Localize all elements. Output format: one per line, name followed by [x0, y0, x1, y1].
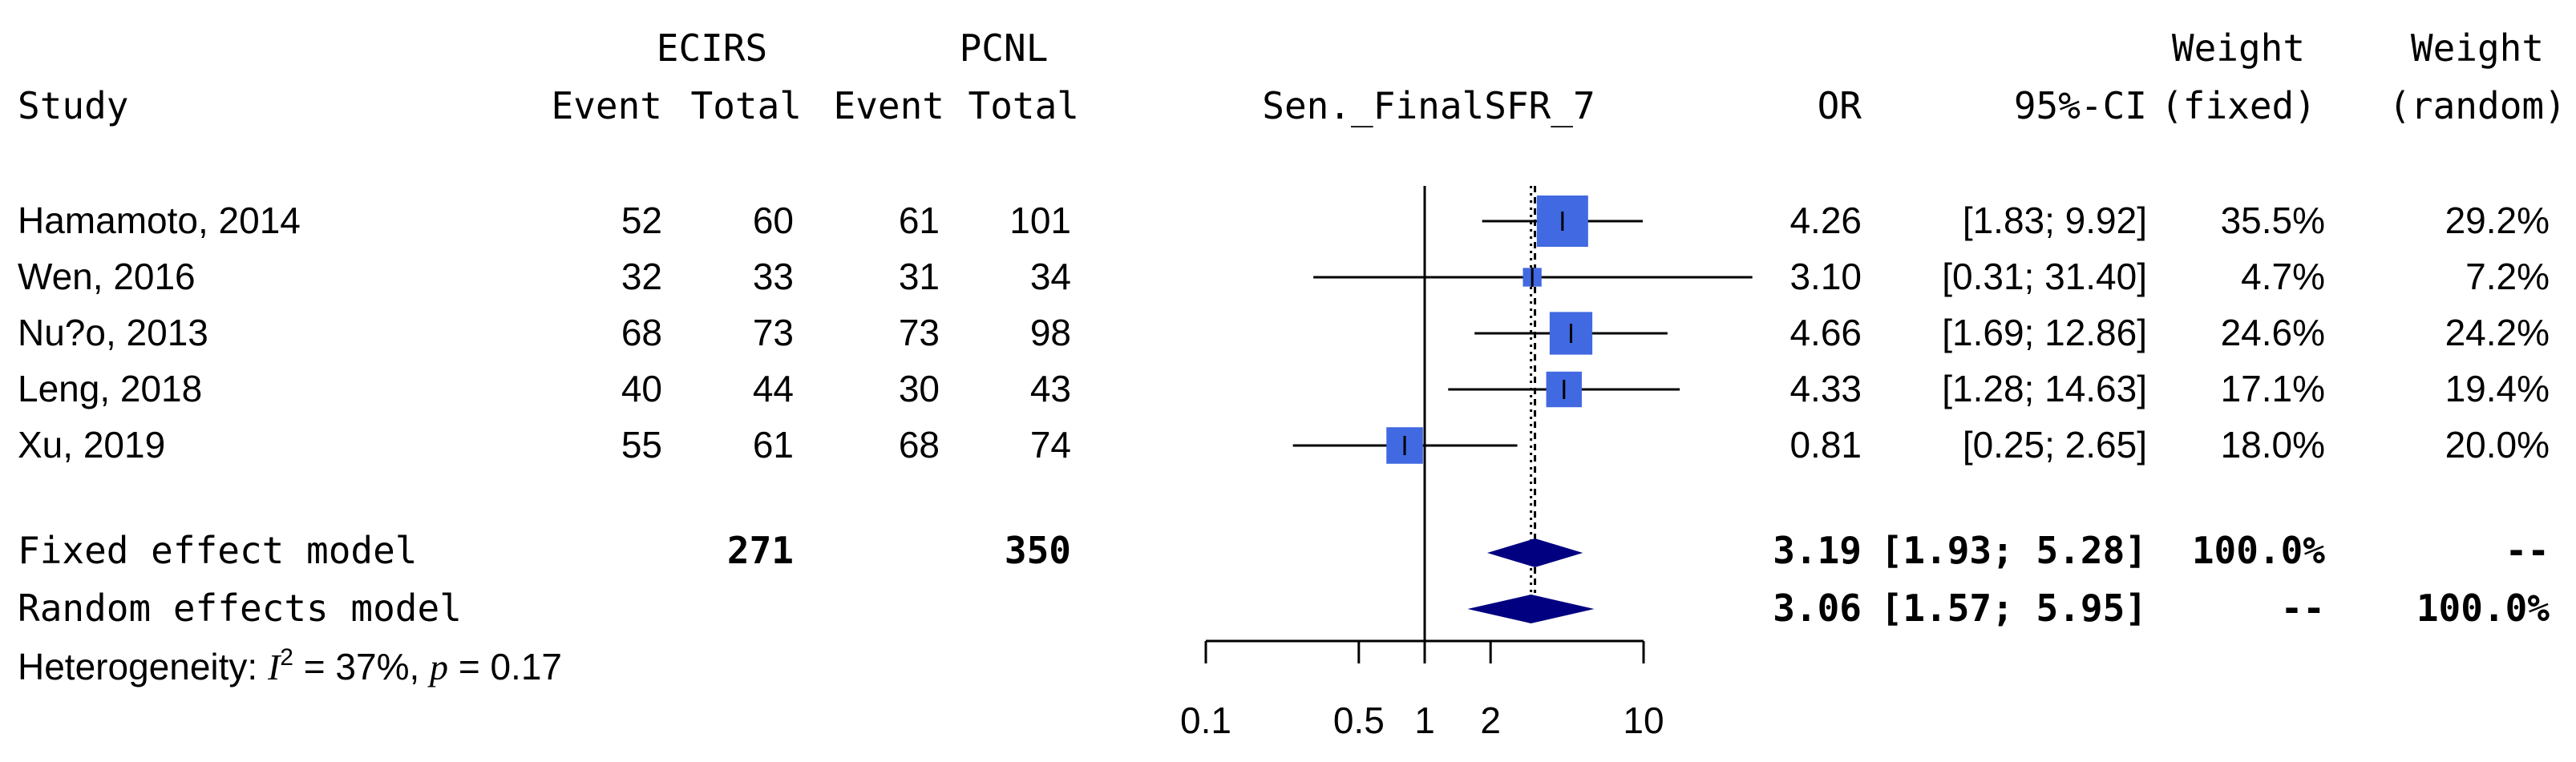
group2-header: PCNL: [960, 26, 1049, 70]
event2-header: Event: [834, 84, 944, 127]
plot-marks: 0.1 0.5 1 2 10: [1180, 186, 1753, 741]
fixed-effect-diamond: [1486, 538, 1583, 567]
study-row: Nu?o, 2013 68 73 73 98 4.66 [1.69; 12.86…: [18, 312, 2550, 353]
study-header: Study: [18, 84, 128, 127]
study-ci: [1.83; 9.92]: [1963, 200, 2147, 241]
study-event1: 32: [621, 256, 662, 297]
study-event2: 68: [899, 424, 940, 466]
x-tick-label: 1: [1414, 700, 1435, 741]
study-row: Hamamoto, 2014 52 60 61 101 4.26 [1.83; …: [18, 200, 2550, 241]
study-total1: 61: [753, 424, 794, 466]
study-event2: 61: [899, 200, 940, 241]
study-weight-fixed: 4.7%: [2241, 256, 2325, 297]
summary-ci: [1.57; 5.95]: [1881, 587, 2147, 630]
study-total2: 43: [1030, 368, 1071, 409]
study-total1: 44: [753, 368, 794, 409]
study-weight-random: 19.4%: [2445, 368, 2550, 409]
study-event2: 30: [899, 368, 940, 409]
study-event2: 31: [899, 256, 940, 297]
heterogeneity-suffix: = 0.17: [448, 646, 562, 687]
study-total1: 60: [753, 200, 794, 241]
study-name: Nu?o, 2013: [18, 312, 208, 353]
random-effect-diamond: [1467, 595, 1595, 623]
study-event1: 52: [621, 200, 662, 241]
heterogeneity-sup: 2: [280, 644, 293, 671]
study-event2: 73: [899, 312, 940, 353]
study-total2: 74: [1030, 424, 1071, 466]
summary-row-fixed: Fixed effect model 271 350 3.19 [1.93; 5…: [18, 529, 2550, 572]
total1-header: Total: [691, 84, 802, 127]
study-row: Leng, 2018 40 44 30 43 4.33 [1.28; 14.63…: [18, 368, 2550, 409]
study-total1: 73: [753, 312, 794, 353]
study-row: Wen, 2016 32 33 31 34 3.10 [0.31; 31.40]…: [18, 256, 2550, 297]
summary-total1: 271: [727, 529, 794, 572]
study-ci: [0.25; 2.65]: [1963, 424, 2147, 466]
ci-header: 95%-CI: [2014, 84, 2147, 127]
study-ci: [1.69; 12.86]: [1942, 312, 2147, 353]
study-event1: 68: [621, 312, 662, 353]
study-or: 4.33: [1789, 368, 1862, 409]
summary-or: 3.06: [1773, 587, 1862, 630]
heterogeneity-i: I: [267, 647, 282, 687]
study-or: 3.10: [1789, 256, 1862, 297]
summary-weight-random: 100.0%: [2416, 587, 2550, 630]
weight-fixed-header-2: (fixed): [2161, 84, 2316, 127]
study-ci: [1.28; 14.63]: [1942, 368, 2147, 409]
heterogeneity-prefix: Heterogeneity:: [18, 646, 268, 687]
study-event1: 40: [621, 368, 662, 409]
summary-or: 3.19: [1773, 529, 1862, 572]
study-row: Xu, 2019 55 61 68 74 0.81 [0.25; 2.65] 1…: [18, 424, 2550, 466]
study-name: Wen, 2016: [18, 256, 196, 297]
study-event1: 55: [621, 424, 662, 466]
weight-random-header-1: Weight: [2411, 26, 2544, 70]
study-total2: 34: [1030, 256, 1071, 297]
study-weight-fixed: 35.5%: [2221, 200, 2325, 241]
study-weight-random: 24.2%: [2445, 312, 2550, 353]
study-name: Xu, 2019: [18, 424, 165, 466]
summary-total2: 350: [1005, 529, 1071, 572]
study-total1: 33: [753, 256, 794, 297]
x-tick-label: 10: [1623, 700, 1664, 741]
study-weight-fixed: 17.1%: [2221, 368, 2325, 409]
total2-header: Total: [969, 84, 1079, 127]
study-weight-random: 20.0%: [2445, 424, 2550, 466]
summary-weight-random: --: [2505, 529, 2550, 572]
study-ci: [0.31; 31.40]: [1942, 256, 2147, 297]
outcome-header: Sen._FinalSFR_7: [1262, 84, 1595, 127]
or-header: OR: [1818, 84, 1862, 127]
x-tick-label: 0.5: [1333, 700, 1385, 741]
summary-label: Fixed effect model: [18, 529, 418, 572]
summary-weight-fixed: 100.0%: [2192, 529, 2325, 572]
heterogeneity-text: Heterogeneity: I2 = 37%, p = 0.17: [18, 644, 562, 687]
summary-ci: [1.93; 5.28]: [1881, 529, 2147, 572]
study-total2: 101: [1009, 200, 1071, 241]
study-weight-fixed: 24.6%: [2221, 312, 2325, 353]
study-total2: 98: [1030, 312, 1071, 353]
summary-label: Random effects model: [18, 587, 462, 630]
x-tick-label: 2: [1480, 700, 1501, 741]
summary-weight-fixed: --: [2281, 587, 2325, 630]
weight-fixed-header-1: Weight: [2172, 26, 2305, 70]
heterogeneity-middle: = 37%,: [293, 646, 430, 687]
summary-row-random: Random effects model 3.06 [1.57; 5.95] -…: [18, 587, 2550, 630]
study-name: Hamamoto, 2014: [18, 200, 301, 241]
study-weight-random: 29.2%: [2445, 200, 2550, 241]
weight-random-header-2: (random): [2388, 84, 2566, 127]
study-or: 4.26: [1789, 200, 1862, 241]
study-weight-random: 7.2%: [2465, 256, 2550, 297]
group1-header: ECIRS: [657, 26, 767, 70]
study-or: 0.81: [1789, 424, 1862, 466]
heterogeneity-p: p: [427, 647, 448, 687]
event1-header: Event: [552, 84, 662, 127]
study-name: Leng, 2018: [18, 368, 202, 409]
study-weight-fixed: 18.0%: [2221, 424, 2325, 466]
x-tick-label: 0.1: [1180, 700, 1231, 741]
study-or: 4.66: [1789, 312, 1862, 353]
